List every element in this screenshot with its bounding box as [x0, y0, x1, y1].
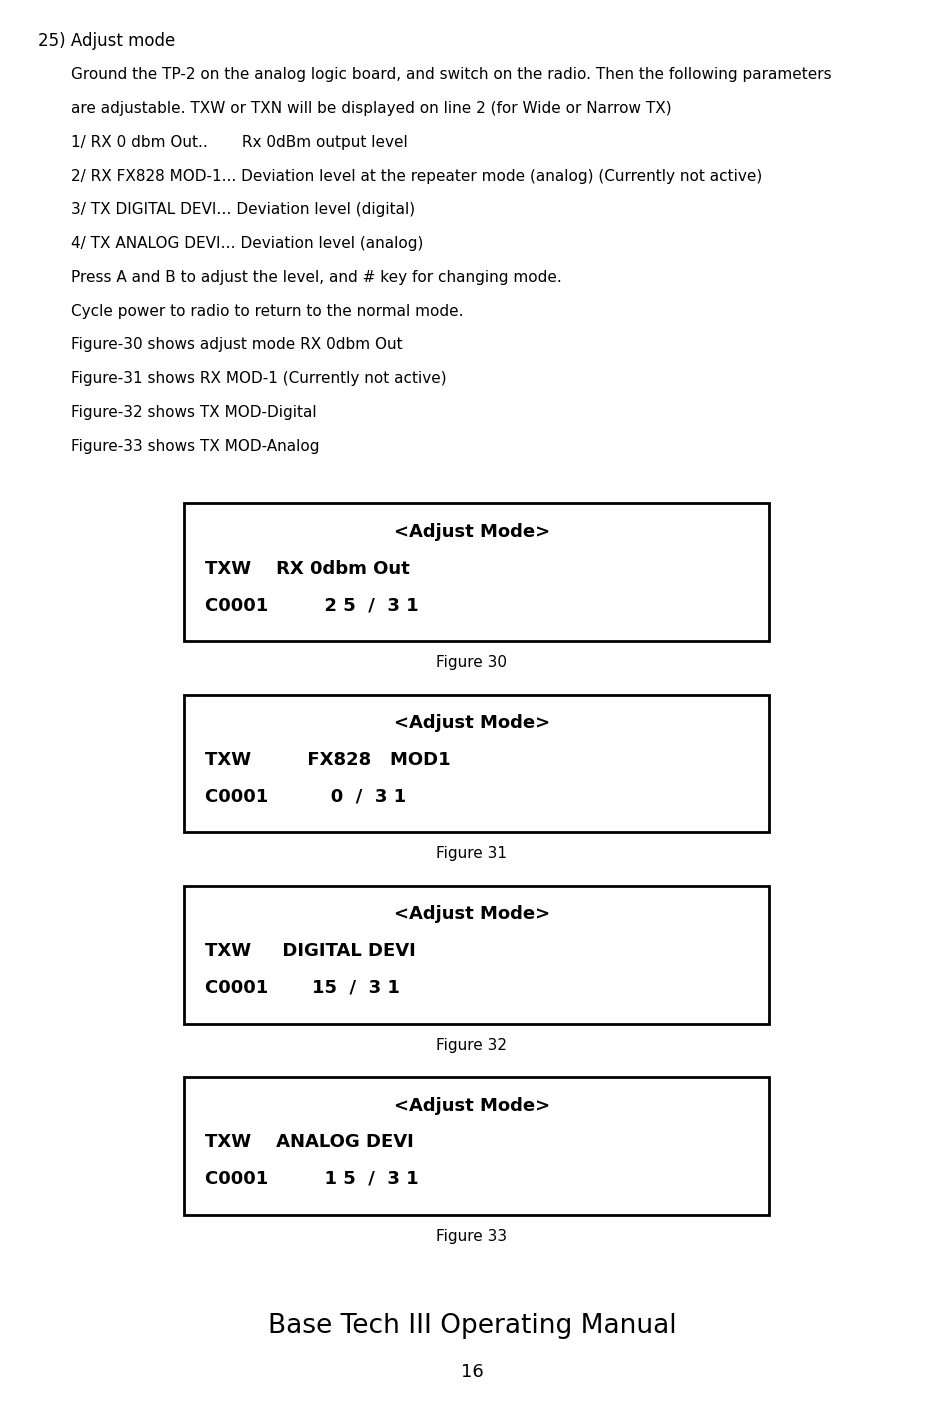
Text: Figure-33 shows TX MOD-Analog: Figure-33 shows TX MOD-Analog	[71, 439, 319, 454]
Text: TXW         FX828   MOD1: TXW FX828 MOD1	[205, 751, 450, 769]
Text: C0001          0  /  3 1: C0001 0 / 3 1	[205, 787, 406, 806]
Text: Figure 33: Figure 33	[436, 1229, 508, 1244]
Text: Cycle power to radio to return to the normal mode.: Cycle power to radio to return to the no…	[71, 304, 464, 319]
Text: Figure-30 shows adjust mode RX 0dbm Out: Figure-30 shows adjust mode RX 0dbm Out	[71, 337, 402, 353]
Text: <Adjust Mode>: <Adjust Mode>	[394, 1097, 550, 1115]
Text: TXW     DIGITAL DEVI: TXW DIGITAL DEVI	[205, 942, 415, 960]
Text: Press A and B to adjust the level, and # key for changing mode.: Press A and B to adjust the level, and #…	[71, 270, 562, 285]
FancyBboxPatch shape	[184, 695, 769, 832]
Text: <Adjust Mode>: <Adjust Mode>	[394, 714, 550, 733]
Text: 1/ RX 0 dbm Out..       Rx 0dBm output level: 1/ RX 0 dbm Out.. Rx 0dBm output level	[71, 135, 408, 150]
Text: 16: 16	[461, 1362, 483, 1381]
Text: TXW    RX 0dbm Out: TXW RX 0dbm Out	[205, 560, 410, 578]
Text: TXW    ANALOG DEVI: TXW ANALOG DEVI	[205, 1133, 413, 1152]
Text: C0001         1 5  /  3 1: C0001 1 5 / 3 1	[205, 1170, 418, 1188]
Text: 2/ RX FX828 MOD-1... Deviation level at the repeater mode (analog) (Currently no: 2/ RX FX828 MOD-1... Deviation level at …	[71, 169, 762, 184]
Text: <Adjust Mode>: <Adjust Mode>	[394, 905, 550, 924]
Text: 3/ TX DIGITAL DEVI… Deviation level (digital): 3/ TX DIGITAL DEVI… Deviation level (dig…	[71, 202, 415, 218]
Text: C0001         2 5  /  3 1: C0001 2 5 / 3 1	[205, 596, 418, 614]
Text: 25) Adjust mode: 25) Adjust mode	[38, 32, 175, 51]
Text: Figure 32: Figure 32	[436, 1038, 508, 1053]
FancyBboxPatch shape	[184, 886, 769, 1024]
Text: <Adjust Mode>: <Adjust Mode>	[394, 523, 550, 541]
Text: Figure-32 shows TX MOD-Digital: Figure-32 shows TX MOD-Digital	[71, 405, 316, 420]
Text: Figure 30: Figure 30	[436, 655, 508, 671]
FancyBboxPatch shape	[184, 503, 769, 641]
Text: Figure-31 shows RX MOD-1 (Currently not active): Figure-31 shows RX MOD-1 (Currently not …	[71, 371, 447, 387]
Text: are adjustable. TXW or TXN will be displayed on line 2 (for Wide or Narrow TX): are adjustable. TXW or TXN will be displ…	[71, 101, 671, 117]
FancyBboxPatch shape	[184, 1077, 769, 1215]
Text: Ground the TP-2 on the analog logic board, and switch on the radio. Then the fol: Ground the TP-2 on the analog logic boar…	[71, 67, 832, 83]
Text: Figure 31: Figure 31	[436, 846, 508, 862]
Text: 4/ TX ANALOG DEVI… Deviation level (analog): 4/ TX ANALOG DEVI… Deviation level (anal…	[71, 236, 423, 252]
Text: Base Tech III Operating Manual: Base Tech III Operating Manual	[268, 1313, 676, 1339]
Text: C0001       15  /  3 1: C0001 15 / 3 1	[205, 979, 399, 997]
